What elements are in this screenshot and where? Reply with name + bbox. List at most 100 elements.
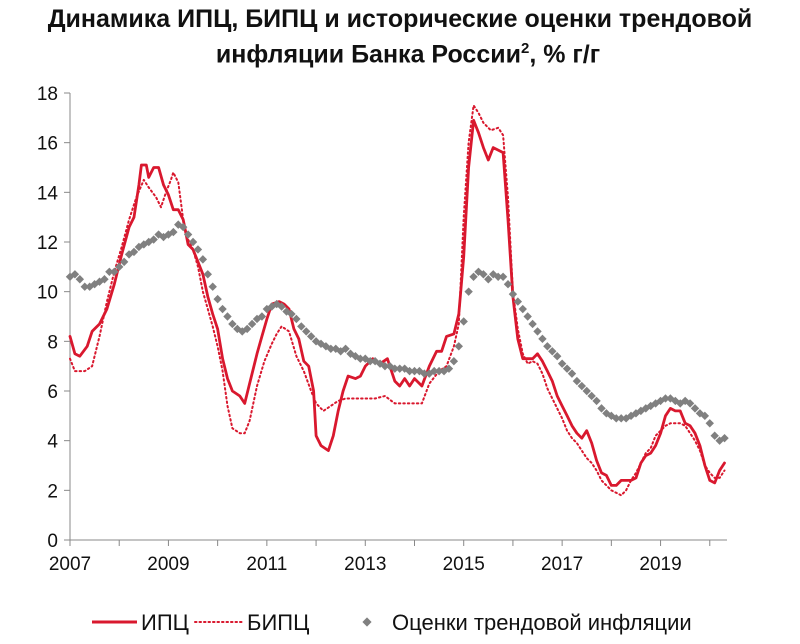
y-tick-label: 4 [47,432,58,453]
trend-point [242,324,252,334]
trend-point [700,411,710,421]
trend-point [557,359,567,368]
x-tick-label: 2015 [443,554,485,575]
trend-point [553,352,562,361]
trend-point [213,294,222,304]
trend-point [188,237,198,247]
trend-point [612,414,621,423]
series-bipc-line [69,104,726,497]
trend-point [498,272,508,281]
series-ipc-line [68,118,726,487]
trend-point [169,227,178,237]
chart-title-line2-text: инфляции Банка России [215,40,521,69]
trend-point [715,436,724,445]
trend-point [183,230,193,239]
trend-point [523,312,532,321]
chart-title: Динамика ИПЦ, БИПЦ и исторические оценки… [47,5,753,33]
trend-point [228,319,237,329]
trend-point [326,344,336,353]
y-tick-label: 6 [47,382,58,403]
trend-point [302,327,311,336]
trend-point [479,270,488,279]
trend-point [538,334,547,344]
trend-point [287,309,296,319]
trend-point [203,270,212,279]
trend-point [469,272,478,281]
trend-point [395,364,404,373]
trend-point [459,317,468,326]
y-tick-label: 2 [47,481,58,502]
y-tick-label: 8 [47,332,58,353]
trend-point [454,342,463,351]
chart-title-footnote: 2 [520,40,530,57]
chart-legend: ИПЦ БИПЦ Оценки трендовой инфляции [92,610,692,635]
x-tick-label: 2011 [246,554,287,575]
trend-point [159,232,168,242]
trend-point [641,404,650,413]
series-trend-markers [65,220,729,445]
trend-point [115,262,124,272]
trend-point [685,399,695,408]
trend-point [597,404,606,413]
trend-point [149,235,158,244]
trend-point [690,404,700,413]
trend-point [257,312,267,321]
chart-title-line2: инфляции Банка России2, % г/г [8,34,800,69]
trend-point [75,275,85,284]
trend-point [548,347,557,356]
trend-point [366,357,375,366]
trend-point [710,431,719,440]
x-tick-label: 2007 [49,554,91,575]
trend-point [105,267,114,276]
trend-point [434,366,444,376]
y-tick-label: 18 [37,84,58,105]
trend-point [380,361,390,371]
y-tick-label: 12 [37,233,58,254]
trend-point [528,319,537,329]
trend-point [218,304,227,314]
trend-point [429,366,439,376]
trend-point [464,287,473,296]
trend-point [410,366,419,376]
trend-point [651,399,660,408]
trend-point [621,414,631,423]
trend-point [572,376,582,386]
trend-point [666,394,675,403]
trend-point [178,222,188,232]
trend-point [193,245,203,254]
trend-point [607,411,616,421]
chart-title-suffix: , % г/г [529,40,601,69]
trend-point [119,257,129,267]
trend-point [110,267,119,276]
legend-trend-marker [362,617,372,627]
x-tick-label: 2017 [541,554,583,575]
trend-point [247,319,257,329]
trend-point [513,297,523,306]
trend-point [292,314,301,324]
trend-point [80,282,89,291]
trend-point [661,394,670,403]
trend-point [129,247,139,257]
y-tick-label: 16 [37,134,58,155]
chart-series-layer [65,104,729,497]
trend-point [616,414,626,423]
trend-point [567,369,577,378]
trend-point [518,304,527,314]
trend-point [449,357,459,366]
trend-point [493,272,503,281]
y-tick-label: 14 [37,183,59,204]
x-tick-label: 2009 [147,554,189,575]
y-tick-label: 10 [37,283,58,304]
trend-point [306,332,316,341]
trend-point [144,237,153,247]
x-tick-label: 2019 [639,554,681,575]
trend-point [208,282,217,291]
x-tick-label: 2013 [344,554,386,575]
trend-point [277,302,286,311]
trend-point [139,240,149,249]
legend-ipc-label: ИПЦ [141,610,189,635]
trend-point [100,275,109,284]
trend-point [636,406,646,416]
trend-point [444,364,454,373]
